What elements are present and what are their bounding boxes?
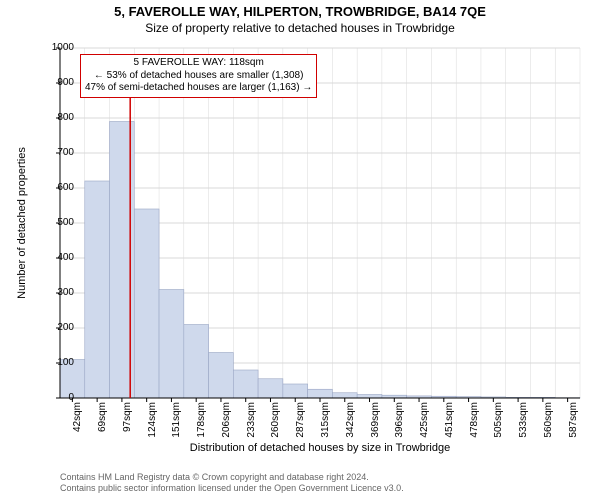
y-tick-label: 900 xyxy=(34,77,74,88)
histogram-bar xyxy=(85,181,110,398)
footer-line1: Contains HM Land Registry data © Crown c… xyxy=(60,472,580,483)
y-tick-label: 0 xyxy=(34,392,74,403)
footer-attribution: Contains HM Land Registry data © Crown c… xyxy=(60,472,580,495)
chart-title-block: 5, FAVEROLLE WAY, HILPERTON, TROWBRIDGE,… xyxy=(0,0,600,35)
y-tick-label: 1000 xyxy=(34,42,74,53)
y-axis-label: Number of detached properties xyxy=(16,48,36,398)
chart-area: 5 FAVEROLLE WAY: 118sqm ← 53% of detache… xyxy=(60,48,580,398)
x-axis-label: Distribution of detached houses by size … xyxy=(60,442,580,454)
y-tick-label: 700 xyxy=(34,147,74,158)
y-tick-label: 800 xyxy=(34,112,74,123)
annotation-smaller: ← 53% of detached houses are smaller (1,… xyxy=(85,70,312,83)
footer-line2: Contains public sector information licen… xyxy=(60,483,580,494)
histogram-bar xyxy=(233,370,258,398)
histogram-bar xyxy=(283,384,308,398)
annotation-property: 5 FAVEROLLE WAY: 118sqm xyxy=(85,57,312,70)
histogram-bar xyxy=(308,389,333,398)
y-tick-label: 100 xyxy=(34,357,74,368)
y-tick-label: 400 xyxy=(34,252,74,263)
title-address: 5, FAVEROLLE WAY, HILPERTON, TROWBRIDGE,… xyxy=(0,4,600,19)
title-subtitle: Size of property relative to detached ho… xyxy=(0,21,600,35)
y-tick-label: 200 xyxy=(34,322,74,333)
histogram-bar xyxy=(357,395,382,399)
histogram-bar xyxy=(134,209,159,398)
histogram-bar xyxy=(184,325,209,399)
property-annotation: 5 FAVEROLLE WAY: 118sqm ← 53% of detache… xyxy=(80,54,317,98)
histogram-bar xyxy=(332,393,357,398)
histogram-bar xyxy=(209,353,234,399)
histogram-bar xyxy=(159,290,184,399)
y-tick-label: 500 xyxy=(34,217,74,228)
histogram-bar xyxy=(258,379,283,398)
y-tick-label: 300 xyxy=(34,287,74,298)
y-tick-label: 600 xyxy=(34,182,74,193)
histogram-plot xyxy=(60,48,580,398)
annotation-larger: 47% of semi-detached houses are larger (… xyxy=(85,82,312,95)
